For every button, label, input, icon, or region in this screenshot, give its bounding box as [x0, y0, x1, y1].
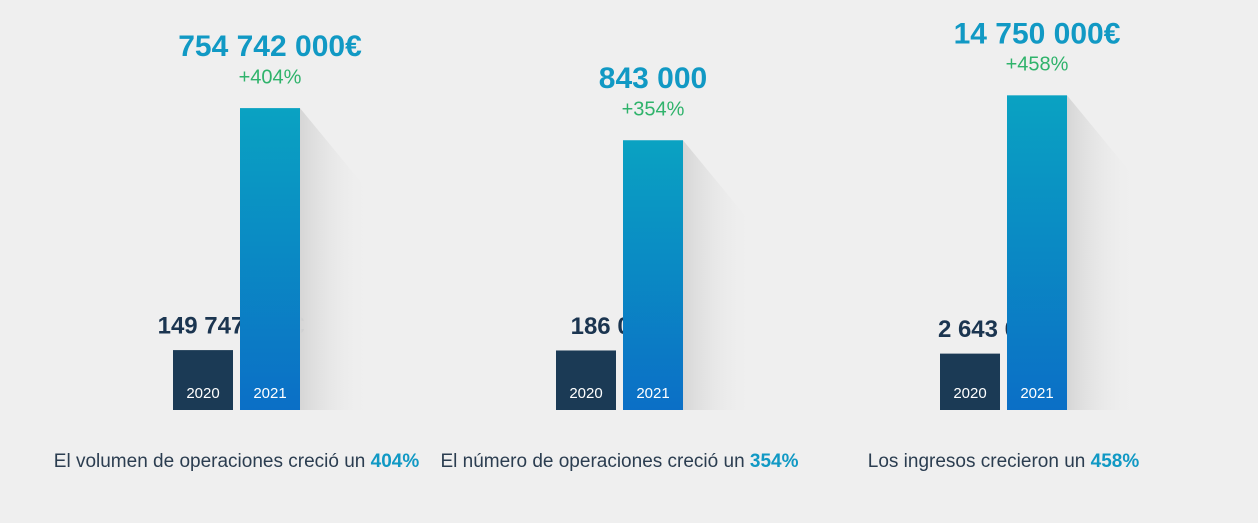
growth-label: +354%	[622, 99, 685, 121]
bar	[240, 108, 300, 410]
category-label: 2020	[953, 385, 986, 402]
caption: El número de operaciones creció un 354%	[430, 447, 810, 477]
caption-text: Los ingresos crecieron un	[867, 451, 1086, 472]
bar	[940, 353, 1000, 410]
bar-shadow	[300, 108, 370, 410]
caption-text: El volumen de operaciones creció un	[53, 451, 366, 472]
category-label: 2020	[186, 385, 219, 402]
caption: Los ingresos crecieron un 458%	[814, 447, 1194, 477]
growth-label: +404%	[239, 66, 302, 88]
bar	[623, 140, 683, 411]
bar-shadow	[1067, 95, 1137, 410]
bar	[1007, 95, 1067, 410]
caption-text: El número de operaciones creció un	[440, 451, 745, 472]
value-label: 843 000	[599, 62, 707, 95]
caption-highlight: 458%	[1090, 451, 1140, 472]
caption: El volumen de operaciones creció un 404%	[47, 447, 427, 477]
bar-shadow	[683, 140, 753, 411]
category-label: 2021	[636, 385, 669, 402]
bar	[173, 350, 233, 410]
category-label: 2020	[569, 385, 602, 402]
value-label: 754 742 000€	[178, 30, 362, 63]
value-label: 14 750 000€	[954, 17, 1121, 50]
category-label: 2021	[1020, 385, 1053, 402]
growth-label: +458%	[1006, 54, 1069, 76]
bar	[556, 350, 616, 410]
caption-highlight: 354%	[749, 451, 799, 472]
category-label: 2021	[253, 385, 286, 402]
caption-highlight: 404%	[370, 451, 420, 472]
